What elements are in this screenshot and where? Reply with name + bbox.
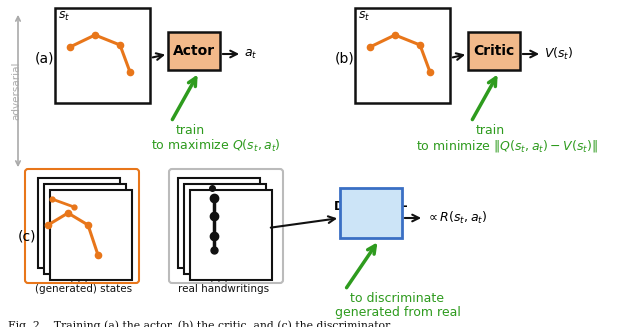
Text: (c): (c) — [18, 229, 36, 243]
Text: train: train — [476, 124, 505, 137]
Text: adversarial: adversarial — [11, 62, 21, 120]
Text: $s_t$: $s_t$ — [58, 10, 70, 23]
Text: . . .: . . . — [210, 274, 228, 284]
Text: Actor: Actor — [173, 44, 215, 58]
Text: $s_t$: $s_t$ — [358, 10, 370, 23]
Text: to minimize $\|Q(s_t, a_t) - V(s_t)\|$: to minimize $\|Q(s_t, a_t) - V(s_t)\|$ — [416, 138, 598, 154]
Bar — [340, 188, 402, 238]
Bar — [168, 32, 220, 70]
Bar — [190, 190, 272, 280]
Text: nator: nator — [352, 215, 390, 229]
Bar — [184, 184, 266, 274]
Bar — [44, 184, 126, 274]
Text: $a_t$: $a_t$ — [244, 47, 257, 60]
Text: $V(s_t)$: $V(s_t)$ — [544, 46, 573, 62]
Text: to discriminate: to discriminate — [350, 292, 444, 305]
Text: train: train — [176, 124, 205, 137]
Text: real handwritings: real handwritings — [179, 284, 269, 294]
Text: Critic: Critic — [474, 44, 515, 58]
Bar — [355, 8, 450, 103]
Text: generated from real: generated from real — [335, 306, 461, 319]
Text: $\propto R(s_t, a_t)$: $\propto R(s_t, a_t)$ — [426, 210, 487, 226]
Text: . . .: . . . — [70, 274, 88, 284]
Text: (b): (b) — [335, 51, 355, 65]
Text: to maximize $Q(s_t, a_t)$: to maximize $Q(s_t, a_t)$ — [151, 138, 281, 154]
Bar — [178, 178, 260, 268]
Text: Discrimini-: Discrimini- — [333, 200, 408, 214]
Bar — [50, 190, 132, 280]
Bar — [38, 178, 120, 268]
Bar — [55, 8, 150, 103]
Text: Fig. 2.   Training (a) the actor, (b) the critic, and (c) the discriminator.: Fig. 2. Training (a) the actor, (b) the … — [8, 320, 392, 327]
Text: (a): (a) — [35, 51, 54, 65]
Text: (generated) states: (generated) states — [35, 284, 132, 294]
Bar — [468, 32, 520, 70]
